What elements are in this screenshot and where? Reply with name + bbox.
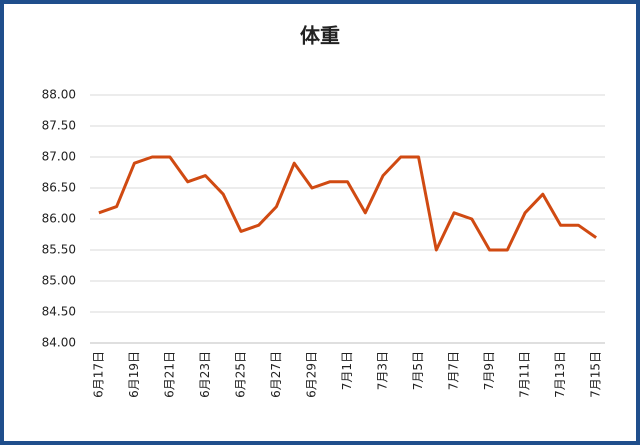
x-tick-label: 7月11日 [518, 351, 532, 398]
y-tick-label: 86.00 [42, 212, 76, 226]
x-tick-label: 6月23日 [198, 351, 212, 398]
y-tick-label: 87.50 [42, 119, 76, 133]
data-line [98, 155, 597, 252]
x-tick-label: 6月21日 [162, 351, 176, 398]
x-tick-label: 6月25日 [233, 351, 247, 398]
x-tick-label: 6月29日 [304, 351, 318, 398]
x-tick-label: 7月9日 [482, 351, 496, 390]
chart: 体重 84.00 84.50 85.00 85.50 86.00 86.50 87.00 87… [42, 24, 605, 398]
y-tick-label: 84.50 [42, 305, 76, 319]
y-tick-label: 85.50 [42, 243, 76, 257]
x-tick-label: 6月19日 [127, 351, 141, 398]
x-tick-label: 7月3日 [376, 351, 390, 390]
x-tick-label: 7月15日 [589, 351, 603, 398]
chart-title: 体重 [300, 24, 340, 48]
x-tick-label: 6月17日 [91, 351, 105, 398]
y-tick-label: 88.00 [42, 88, 76, 102]
y-tick-label: 86.50 [42, 181, 76, 195]
x-tick-label: 7月5日 [411, 351, 425, 390]
y-tick-label: 87.00 [42, 150, 76, 164]
y-tick-label: 85.00 [42, 274, 76, 288]
x-tick-label: 7月1日 [340, 351, 354, 390]
x-tick-label: 7月13日 [553, 351, 567, 398]
x-tick-label: 6月27日 [269, 351, 283, 398]
y-tick-label: 84.00 [42, 336, 76, 350]
x-tick-label: 7月7日 [447, 351, 461, 390]
